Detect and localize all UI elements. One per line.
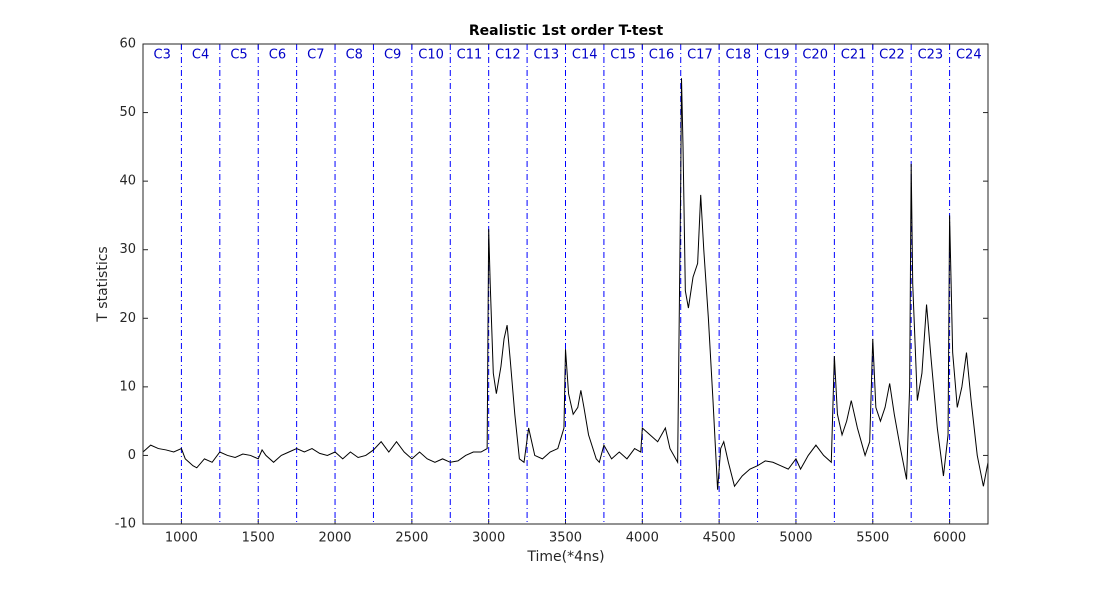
region-label: C10 [418,48,444,63]
region-label: C20 [802,48,828,63]
region-label: C16 [649,48,675,63]
region-label: C8 [346,48,363,63]
region-label: C12 [495,48,521,63]
x-tick-label: 3000 [472,531,505,546]
x-tick-label: 4000 [626,531,659,546]
y-tick-label: 40 [119,174,136,189]
x-tick-label: 5000 [779,531,812,546]
y-tick-label: -10 [115,517,136,532]
x-tick-label: 2500 [395,531,428,546]
y-tick-label: 60 [119,37,136,52]
region-label: C23 [918,48,944,63]
y-tick-label: 50 [119,105,136,120]
region-label: C18 [726,48,752,63]
region-label: C9 [384,48,401,63]
region-label: C6 [269,48,286,63]
region-label: C21 [841,48,867,63]
chart-title: Realistic 1st order T-test [469,23,664,39]
axes-box [142,43,989,525]
x-axis-label: Time(*4ns) [526,549,604,565]
x-tick-label: 5500 [856,531,889,546]
x-tick-label: 4500 [703,531,736,546]
x-tick-label: 1500 [242,531,275,546]
y-axis-label: T statistics [95,246,111,322]
x-tick-label: 2000 [318,531,351,546]
region-label: C14 [572,48,598,63]
y-tick-label: 20 [119,311,136,326]
region-label: C24 [956,48,982,63]
region-label: C17 [687,48,713,63]
y-tick-label: 0 [128,448,136,463]
line-series [142,78,989,490]
region-label: C5 [230,48,247,63]
region-label: C15 [610,48,636,63]
x-tick-label: 3500 [549,531,582,546]
region-label: C19 [764,48,790,63]
y-tick-label: 10 [119,379,136,394]
region-label: C3 [154,48,171,63]
region-label: C22 [879,48,905,63]
x-tick-label: 6000 [933,531,966,546]
region-label: C7 [307,48,324,63]
region-label: C11 [457,48,483,63]
y-tick-label: 30 [119,242,136,257]
region-label: C4 [192,48,209,63]
x-tick-label: 1000 [165,531,198,546]
region-label: C13 [533,48,559,63]
